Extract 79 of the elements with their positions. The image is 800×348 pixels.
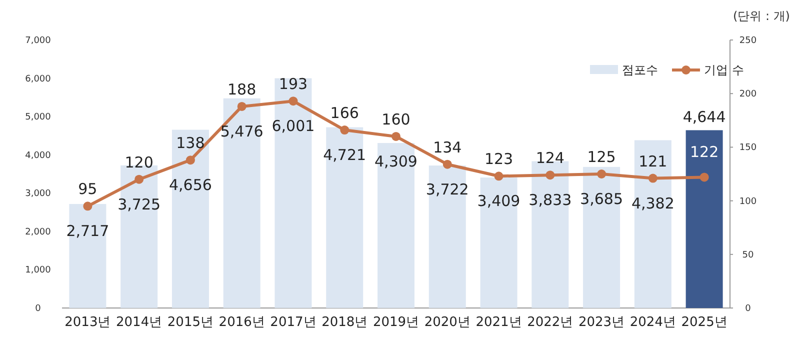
x-tick-label: 2020년 bbox=[424, 315, 470, 330]
bar bbox=[686, 130, 723, 308]
data-label: 3,409 bbox=[477, 192, 520, 210]
y2-tick-label: 150 bbox=[739, 143, 757, 154]
x-tick-label: 2017년 bbox=[270, 315, 316, 330]
bar bbox=[480, 177, 518, 308]
point bbox=[134, 174, 144, 184]
data-label: 188 bbox=[228, 80, 256, 98]
data-label: 120 bbox=[124, 153, 154, 172]
y-tick-label: 2,000 bbox=[25, 227, 52, 238]
data-label: 4,644 bbox=[682, 108, 726, 126]
point bbox=[597, 170, 606, 178]
y-tick-label: 4,000 bbox=[25, 150, 52, 161]
data-label: 138 bbox=[176, 134, 205, 152]
data-label: 3,725 bbox=[118, 195, 161, 214]
y-tick-label: 0 bbox=[35, 304, 42, 314]
y-tick-label: 6,000 bbox=[25, 74, 52, 84]
data-label: 122 bbox=[690, 143, 719, 162]
data-label: 4,309 bbox=[374, 152, 418, 170]
data-label: 4,721 bbox=[323, 146, 366, 164]
point bbox=[392, 132, 400, 141]
y-tick-label: 5,000 bbox=[25, 112, 52, 123]
data-label: 2,717 bbox=[66, 222, 110, 240]
point bbox=[546, 170, 555, 180]
data-label: 134 bbox=[433, 138, 462, 156]
data-label: 4,656 bbox=[168, 176, 212, 194]
y2-tick-label: 100 bbox=[739, 196, 757, 207]
bar bbox=[583, 166, 620, 308]
data-label: 3,685 bbox=[580, 190, 624, 208]
bar bbox=[223, 98, 260, 308]
legend-label: 기업 수 bbox=[704, 63, 744, 77]
point bbox=[288, 96, 298, 106]
data-label: 3,833 bbox=[528, 191, 572, 210]
data-label: 6,001 bbox=[272, 117, 315, 136]
y-tick-label: 3,000 bbox=[25, 189, 52, 200]
x-tick-label: 2025년 bbox=[681, 315, 728, 330]
x-tick-label: 2018년 bbox=[322, 315, 368, 330]
x-tick-label: 2013년 bbox=[64, 315, 111, 330]
legend-label: 점포수 bbox=[622, 63, 658, 77]
x-tick-label: 2024년 bbox=[630, 315, 676, 330]
bar bbox=[428, 166, 466, 308]
data-label: 123 bbox=[484, 150, 514, 168]
data-label: 193 bbox=[278, 75, 308, 94]
text: (단위 : 개) bbox=[732, 9, 790, 23]
x-tick-label: 2019년 bbox=[372, 315, 420, 330]
data-label: 4,382 bbox=[631, 194, 674, 212]
bar bbox=[634, 140, 672, 308]
x-tick-label: 2014년 bbox=[116, 315, 162, 330]
data-label: 160 bbox=[382, 110, 410, 128]
x-tick-label: 2022년 bbox=[527, 315, 574, 330]
y-tick-label: 1,000 bbox=[25, 266, 52, 276]
bar bbox=[172, 130, 209, 308]
x-tick-label: 2016년 bbox=[218, 315, 265, 330]
y2-tick-label: 0 bbox=[745, 304, 752, 314]
data-label: 125 bbox=[587, 148, 616, 166]
bar bbox=[532, 161, 569, 308]
point bbox=[186, 156, 195, 165]
point bbox=[648, 174, 658, 183]
y2-tick-label: 250 bbox=[739, 36, 757, 46]
point bbox=[340, 126, 350, 135]
point bbox=[442, 160, 452, 169]
x-tick-label: 2021년 bbox=[476, 315, 522, 330]
point bbox=[237, 102, 246, 111]
bar bbox=[274, 78, 312, 308]
y2-tick-label: 50 bbox=[742, 250, 754, 260]
bar bbox=[69, 204, 106, 308]
data-label: 95 bbox=[78, 180, 98, 198]
x-tick-label: 2023년 bbox=[578, 315, 625, 330]
x-tick-label: 2015년 bbox=[167, 315, 214, 330]
data-label: 3,722 bbox=[426, 180, 469, 198]
data-label: 124 bbox=[536, 149, 564, 168]
point bbox=[83, 202, 92, 211]
data-label: 121 bbox=[638, 152, 668, 170]
point bbox=[700, 172, 709, 182]
y-tick-label: 7,000 bbox=[25, 36, 52, 46]
point bbox=[494, 172, 504, 181]
y2-tick-label: 200 bbox=[739, 90, 757, 100]
data-label: 5,476 bbox=[220, 122, 264, 140]
data-label: 166 bbox=[330, 104, 359, 122]
